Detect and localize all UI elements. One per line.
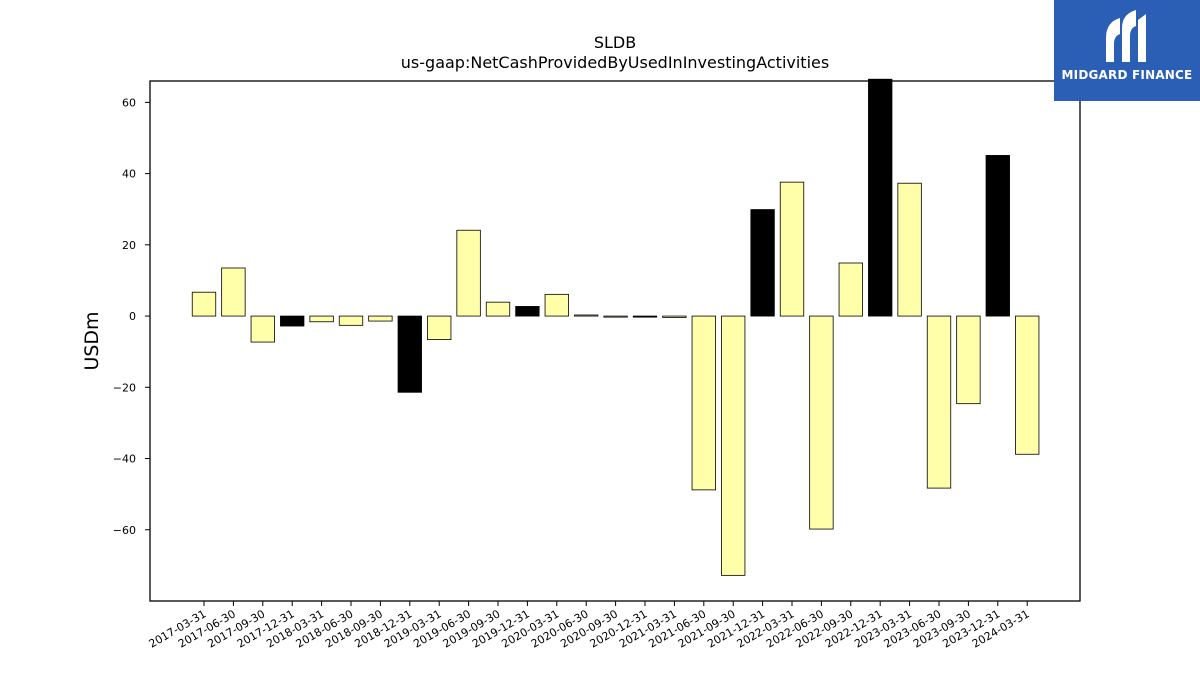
bar-2019-09-30 — [485, 301, 511, 317]
y-tick-label: 60 — [122, 96, 136, 109]
bar-2022-12-31 — [868, 78, 893, 317]
midgard-logo-icon — [1106, 10, 1146, 62]
bar-2023-09-30 — [956, 315, 981, 405]
bar-2020-03-31 — [544, 293, 569, 317]
y-tick-label: 40 — [122, 168, 136, 181]
y-tick-label: 0 — [129, 310, 136, 323]
y-ticks-group: −60 −40 −20 0 20 40 60 — [113, 96, 150, 537]
bar-2022-09-30 — [838, 262, 863, 317]
bar-2023-06-30 — [926, 315, 952, 489]
bar-2018-06-30 — [338, 315, 364, 326]
midgard-finance-logo: MIDGARD FINANCE — [1054, 0, 1200, 101]
bar-2022-03-31 — [779, 181, 805, 317]
bar-2021-06-30 — [691, 315, 716, 491]
y-tick-label: −40 — [113, 453, 136, 466]
bar-2024-03-31 — [1015, 315, 1040, 455]
bar-2019-06-30 — [456, 229, 481, 317]
bar-2023-03-31 — [897, 182, 922, 317]
bar-2020-12-31 — [632, 315, 658, 318]
logo-text: MIDGARD FINANCE — [1061, 68, 1193, 82]
y-axis-label: USDm — [81, 311, 103, 370]
bar-2017-09-30 — [250, 315, 275, 343]
bar-2017-03-31 — [191, 291, 217, 317]
bar-2021-09-30 — [721, 315, 746, 576]
y-tick-label: 20 — [122, 239, 136, 252]
bar-2018-12-31 — [397, 315, 422, 393]
bar-2021-03-31 — [662, 315, 687, 318]
bar-2023-12-31 — [985, 155, 1010, 317]
bar-2020-06-30 — [574, 314, 599, 317]
y-tick-label: −60 — [113, 524, 136, 537]
chart-subtitle: us-gaap:NetCashProvidedByUsedInInvesting… — [401, 53, 829, 72]
bar-2017-06-30 — [221, 267, 246, 317]
x-ticks-group: 2017-03-312017-06-302017-09-302017-12-31… — [147, 601, 1032, 651]
bar-2019-03-31 — [427, 315, 452, 340]
bar-2021-12-31 — [750, 209, 775, 317]
bar-2018-09-30 — [368, 315, 393, 322]
bars-group — [191, 78, 1040, 576]
plot-frame — [149, 80, 1081, 602]
bar-2018-03-31 — [309, 315, 334, 323]
bar-2020-09-30 — [603, 315, 628, 318]
bar-2019-12-31 — [515, 306, 540, 317]
bar-2022-06-30 — [809, 315, 834, 530]
chart-title: SLDB — [594, 33, 636, 52]
bar-2017-12-31 — [280, 315, 305, 327]
y-tick-label: −20 — [113, 381, 136, 394]
